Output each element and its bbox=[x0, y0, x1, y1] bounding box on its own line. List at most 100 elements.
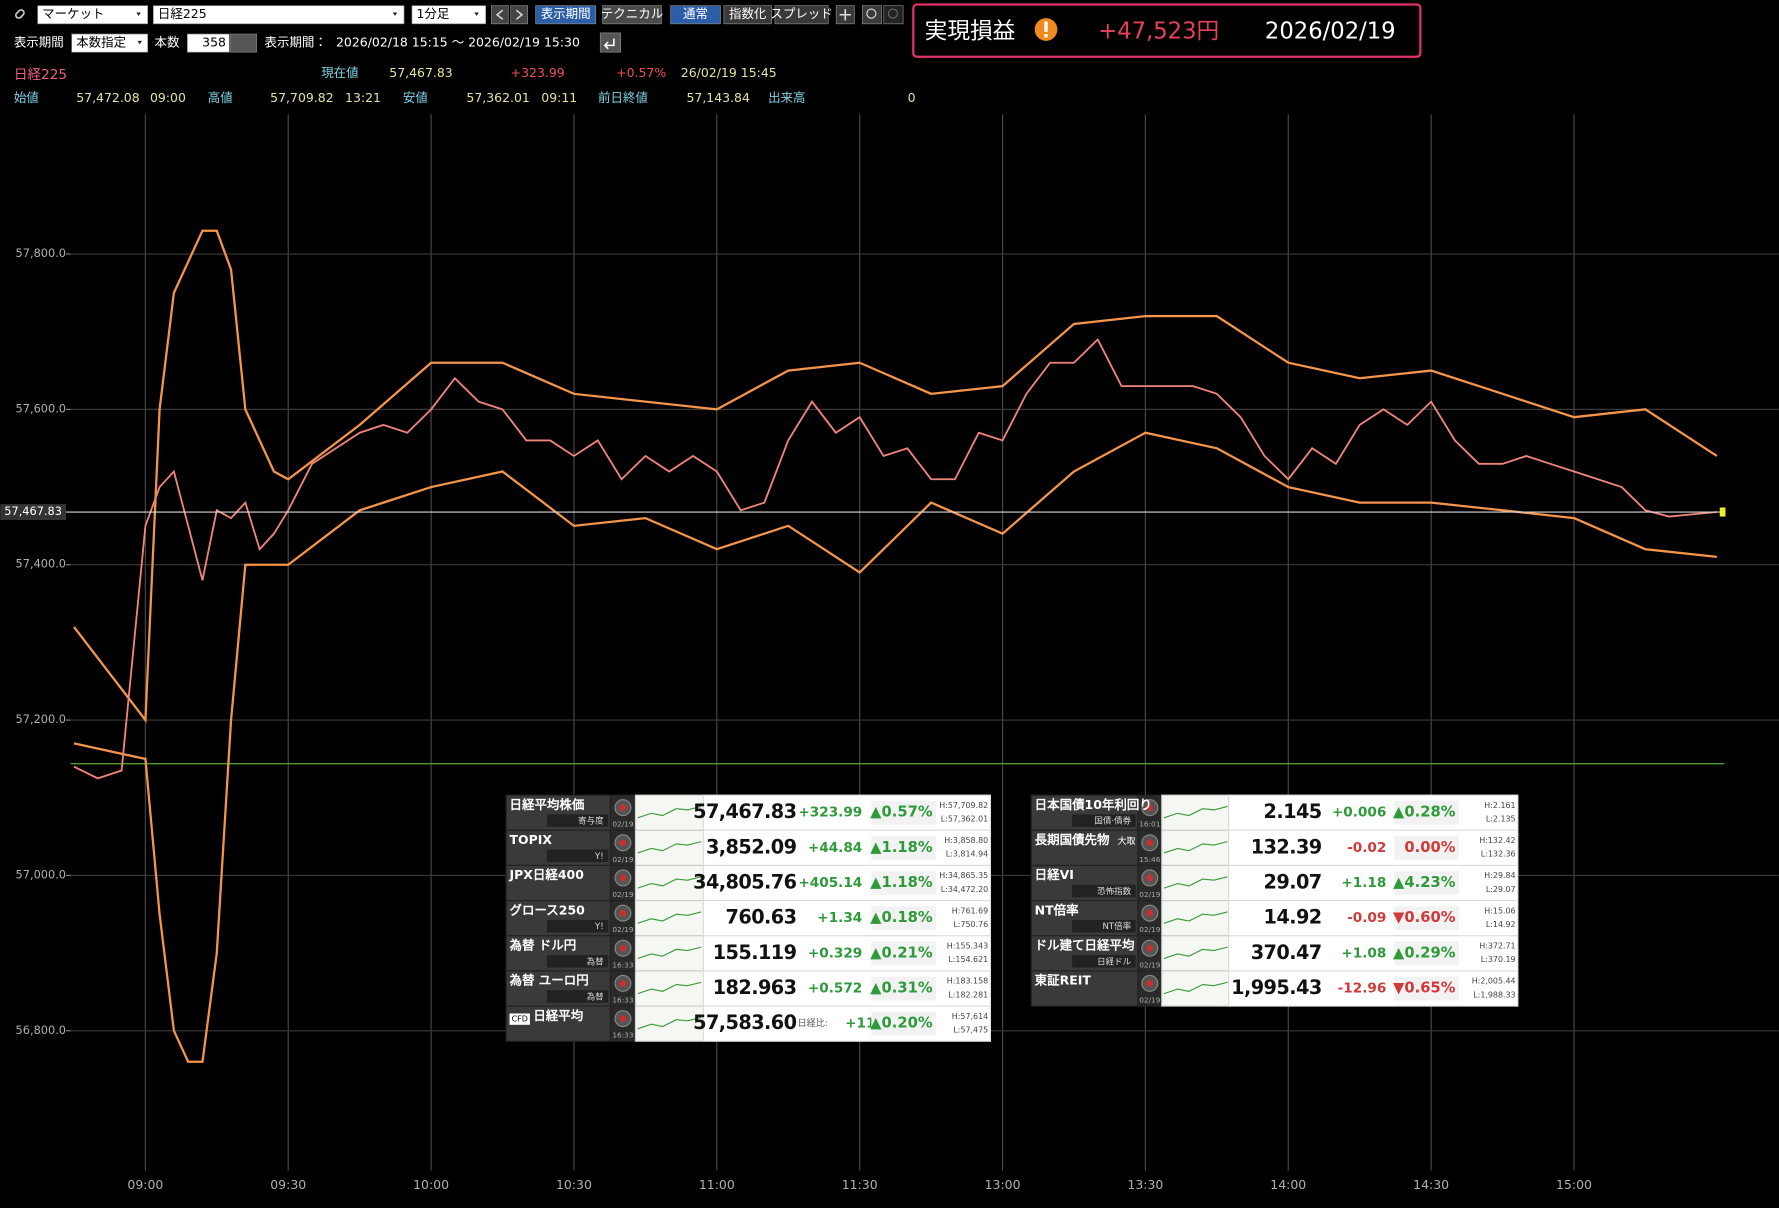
pct-bg bbox=[871, 1011, 937, 1036]
x-tick-label: 13:00 bbox=[985, 1177, 1021, 1192]
row-time: 02/19 bbox=[612, 890, 634, 899]
tag-box bbox=[1072, 884, 1136, 898]
row-price: 2.145 bbox=[1264, 800, 1322, 823]
toolbar-button[interactable] bbox=[723, 5, 772, 25]
tag-box bbox=[1072, 814, 1136, 827]
quote-cell[interactable] bbox=[702, 1005, 992, 1042]
row-high: H:34,865.35 bbox=[939, 871, 988, 880]
pct-bg bbox=[871, 835, 937, 860]
y-tick-label: 56,800.0 bbox=[16, 1023, 66, 1037]
toolbar-button[interactable] bbox=[670, 5, 721, 25]
status-dot bbox=[1146, 944, 1154, 952]
pct-bg bbox=[871, 906, 937, 931]
row-time: 02/19 bbox=[1139, 960, 1161, 969]
row-pct: ▲0.18% bbox=[870, 909, 933, 926]
current-label: 現在値 bbox=[321, 65, 358, 80]
nav-button[interactable] bbox=[491, 5, 509, 25]
dropdown-caret[interactable] bbox=[392, 12, 398, 16]
row-low: L:154.621 bbox=[948, 955, 988, 964]
field-label: 前日終値 bbox=[598, 90, 648, 105]
quote-cell[interactable] bbox=[702, 864, 992, 902]
row-pct: ▲0.29% bbox=[1393, 944, 1456, 961]
dropdown-caret[interactable] bbox=[474, 12, 479, 16]
nav-arrow bbox=[515, 9, 524, 20]
field-label: 高値 bbox=[208, 90, 233, 105]
row-name: グロース250 bbox=[510, 902, 586, 917]
interval-select[interactable] bbox=[411, 5, 487, 25]
row-name: 日経平均株価 bbox=[510, 797, 585, 812]
nav-button[interactable] bbox=[510, 5, 529, 25]
row-high: H:3,858.80 bbox=[944, 836, 988, 845]
tag-box bbox=[546, 990, 609, 1003]
link-icon[interactable] bbox=[15, 9, 25, 19]
badge-box bbox=[509, 1013, 530, 1025]
sparkline bbox=[1163, 805, 1228, 819]
symbol-select[interactable] bbox=[153, 5, 405, 25]
row-pct: ▲0.31% bbox=[870, 980, 933, 997]
pct-bg bbox=[871, 800, 937, 825]
quote-cell[interactable] bbox=[1228, 970, 1519, 1007]
zoom-out-button[interactable] bbox=[883, 5, 904, 25]
row-low: L:14.92 bbox=[1486, 920, 1516, 929]
period-mode-text: 本数指定 bbox=[76, 35, 126, 50]
sparkline bbox=[1163, 876, 1228, 889]
row-high: H:155.343 bbox=[947, 941, 988, 950]
x-tick-label: 15:00 bbox=[1556, 1177, 1592, 1192]
pct-bg bbox=[1394, 976, 1459, 1001]
period-label: 表示期間 bbox=[14, 35, 64, 50]
sparkline bbox=[1163, 981, 1228, 995]
dropdown-caret[interactable] bbox=[137, 40, 143, 45]
market-select[interactable] bbox=[37, 5, 149, 25]
row-time: 02/19 bbox=[612, 925, 634, 934]
row-time: 15:46 bbox=[1139, 855, 1161, 864]
toolbar-button[interactable] bbox=[774, 5, 829, 25]
quote-cell[interactable] bbox=[702, 829, 992, 867]
row-tag: Y! bbox=[594, 922, 604, 932]
sparkline bbox=[637, 946, 702, 959]
reset-button[interactable] bbox=[599, 32, 622, 53]
row-pct: ▲0.21% bbox=[870, 944, 933, 961]
toolbar-button-text: 指数化 bbox=[729, 6, 767, 21]
count-input[interactable] bbox=[187, 33, 230, 53]
sparkline bbox=[637, 876, 702, 889]
quote-cell[interactable] bbox=[1228, 794, 1519, 831]
field-value: 0 bbox=[908, 90, 916, 105]
toolbar-button-text: 表示期間 bbox=[541, 6, 591, 21]
row-tag: Y! bbox=[594, 852, 604, 862]
count-spin[interactable] bbox=[230, 33, 257, 53]
row-time: 16:33 bbox=[612, 1031, 634, 1040]
x-tick-label: 10:00 bbox=[413, 1177, 449, 1192]
row-high: H:57,614 bbox=[952, 1012, 988, 1021]
row-pct: 0.00% bbox=[1404, 839, 1455, 856]
toolbar-button[interactable] bbox=[602, 5, 662, 25]
row-name: 為替 ドル円 bbox=[509, 937, 577, 952]
row-change: +1.18 bbox=[1341, 875, 1386, 891]
toolbar-button[interactable] bbox=[535, 5, 597, 25]
tag-box bbox=[546, 814, 609, 827]
tag-box bbox=[1072, 919, 1136, 933]
pnl-amount: +47,523円 bbox=[1098, 18, 1219, 44]
quote-cell[interactable] bbox=[702, 794, 992, 831]
current-value: 57,467.83 bbox=[389, 65, 452, 80]
row-pct: ▲4.23% bbox=[1393, 874, 1456, 891]
zoom-in-button[interactable] bbox=[861, 5, 882, 25]
quote-cell[interactable] bbox=[1228, 829, 1519, 867]
field-value: 57,362.01 bbox=[466, 90, 529, 105]
status-dot bbox=[1146, 804, 1154, 812]
period-mode-select[interactable] bbox=[71, 33, 149, 53]
last-bar-marker bbox=[1719, 507, 1726, 517]
row-change: +0.572 bbox=[808, 981, 862, 997]
dropdown-caret[interactable] bbox=[136, 12, 141, 16]
row-name: JPX日経400 bbox=[509, 867, 585, 882]
row-name: 長期国債先物 bbox=[1035, 832, 1110, 847]
sparkline bbox=[637, 805, 702, 819]
row-low: L:3,814.94 bbox=[946, 850, 988, 859]
row-high: H:2.161 bbox=[1484, 801, 1515, 810]
interval-select-text: 1分足 bbox=[417, 6, 450, 21]
quote-cell[interactable] bbox=[1228, 900, 1519, 937]
row-low: L:57,475 bbox=[953, 1025, 988, 1034]
row-high: H:372.71 bbox=[1479, 941, 1515, 950]
quote-cell[interactable] bbox=[1228, 935, 1519, 972]
sparkline bbox=[637, 841, 702, 854]
